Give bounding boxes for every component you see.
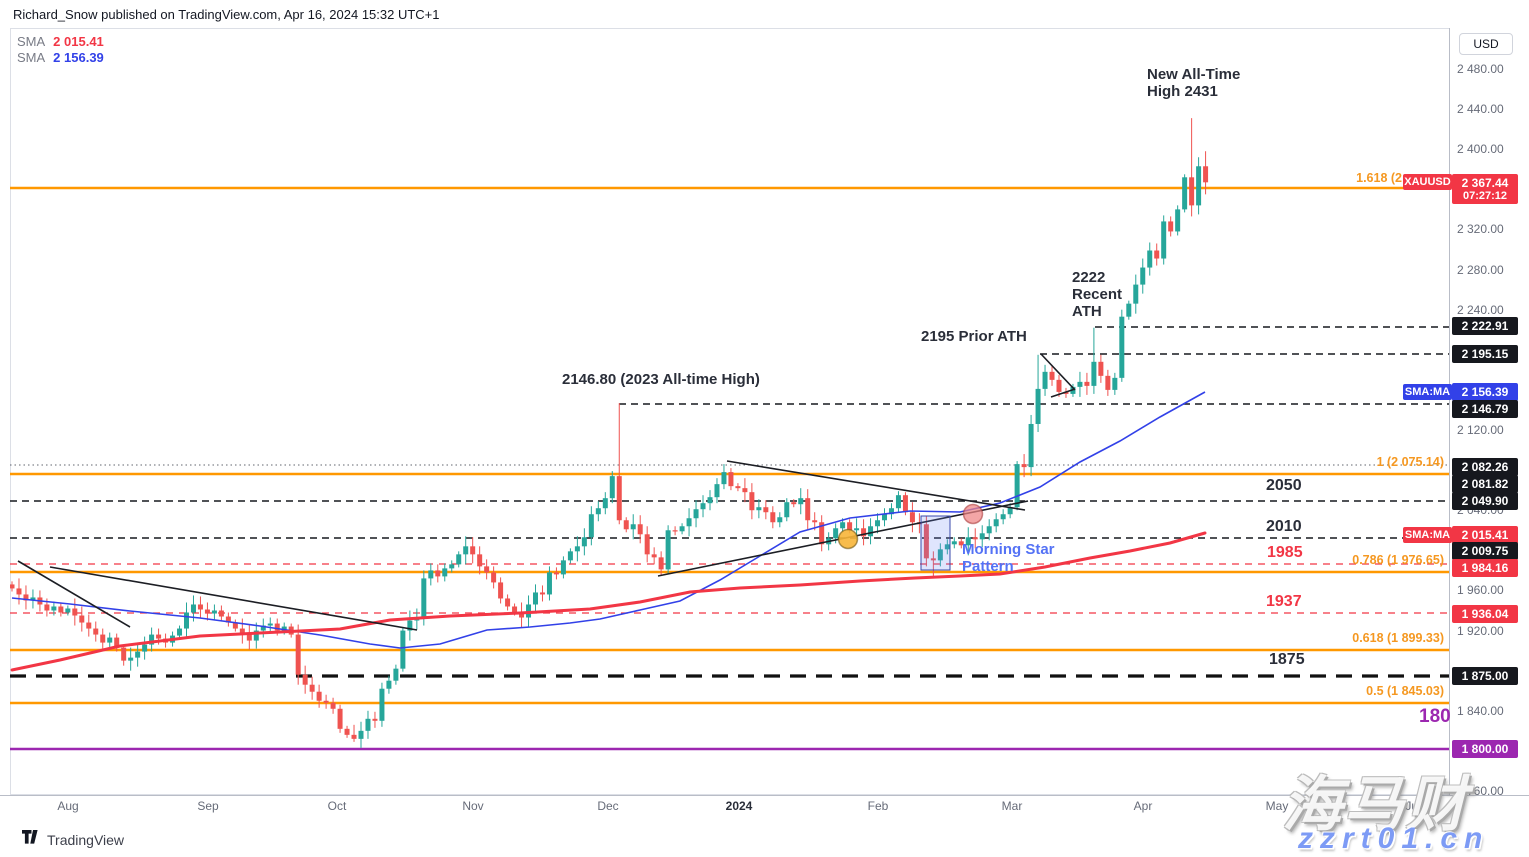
morning-star-box [920, 515, 951, 571]
fib-level-label: 0.5 (1 845.03) [1366, 684, 1444, 698]
price-tick: 2 240.00 [1457, 302, 1504, 317]
sma1-label: SMA [17, 34, 46, 49]
price-badge: 2 367.44 07:27:12 [1452, 174, 1518, 204]
level-1937-note: 1937 [1266, 593, 1302, 610]
highlight-circle-marker [962, 503, 984, 525]
level-2010-note: 2010 [1266, 518, 1302, 535]
price-tick: 2 280.00 [1457, 262, 1504, 277]
prior-ath-note: 2195 Prior ATH [921, 328, 1027, 345]
horizontal-levels [10, 186, 1449, 751]
price-badge: 2 015.41 [1452, 526, 1518, 544]
time-axis-label: Jun [1405, 799, 1425, 813]
price-tick: 2 320.00 [1457, 222, 1504, 237]
price-tick: 2 480.00 [1457, 62, 1504, 76]
price-tick: 2 120.00 [1457, 423, 1504, 437]
watermark-url-text: zzrt01.cn [1298, 822, 1490, 855]
price-tick: 1 960.00 [1457, 583, 1504, 598]
tradingview-logo-icon [22, 830, 41, 849]
countdown-timer: 07:27:12 [1462, 190, 1508, 202]
sma2-value: 2 156.39 [53, 50, 104, 65]
time-axis-label: Mar [1001, 799, 1023, 813]
currency-toggle-button[interactable]: USD [1459, 33, 1513, 55]
chart-pane-border [10, 28, 1449, 795]
level-2050-note: 2050 [1266, 477, 1302, 494]
fib-level-label: 0.618 (1 899.33) [1352, 631, 1444, 645]
price-tick: 1 760.00 [1457, 784, 1504, 798]
level-1875-note: 1875 [1269, 651, 1305, 668]
price-chart[interactable] [10, 28, 1449, 795]
price-badge: 2 156.39 [1452, 383, 1518, 401]
price-badge: 2 049.90 [1452, 492, 1518, 510]
time-axis-label: Oct [327, 799, 347, 813]
level-1985-note: 1985 [1267, 544, 1303, 561]
sma-legend-row[interactable]: SMA 2 015.41 [17, 34, 104, 50]
price-badge: 2 222.91 [1452, 317, 1518, 335]
indicator-legend: SMA 2 015.41 SMA 2 156.39 [17, 34, 104, 66]
price-badge: 2 146.79 [1452, 400, 1518, 418]
sma1-value: 2 015.41 [53, 34, 104, 49]
trendlines [17, 353, 1076, 631]
price-badge: 2 009.75 [1452, 542, 1518, 560]
fib-level-label: 0.786 (1 976.65) [1352, 553, 1444, 567]
time-axis-separator [0, 795, 1529, 796]
time-axis-label: May [1265, 799, 1289, 813]
tradingview-brand-label: TradingView [47, 831, 125, 848]
price-tick: 2 400.00 [1457, 142, 1504, 157]
price-badge: 1 984.16 [1452, 559, 1518, 577]
sma-legend-row[interactable]: SMA 2 156.39 [17, 50, 104, 66]
sma-axis-badge: SMA:MA [1403, 384, 1452, 400]
sma-blue-line [11, 391, 1206, 649]
price-badge: 2 082.26 [1452, 458, 1518, 476]
candlestick-series [10, 118, 1209, 748]
time-axis-label: Feb [867, 799, 889, 813]
price-badge: 1 875.00 [1452, 667, 1518, 685]
tradingview-footer[interactable]: TradingView [22, 830, 124, 849]
fib-level-label: 1 (2 075.14) [1376, 455, 1444, 469]
watermark-chinese-text: 海马财经 [1282, 771, 1468, 838]
recent-ath-note: 2222 Recent ATH [1072, 269, 1123, 320]
morning-star-note: Morning Star Pattern [962, 541, 1055, 575]
sma2-label: SMA [17, 50, 46, 65]
time-axis-label: Apr [1133, 799, 1153, 813]
time-axis-label: 2024 [725, 799, 753, 813]
new-ath-note: New All-Time High 2431 [1147, 66, 1241, 100]
time-axis-label: Dec [597, 799, 619, 813]
symbol-badge: XAUUSD [1403, 174, 1452, 190]
price-badge: 1 936.04 [1452, 605, 1518, 623]
level-1800-note: 180 [1419, 706, 1451, 727]
highlight-circle-marker [837, 528, 859, 550]
price-tick: 1 840.00 [1457, 703, 1504, 718]
price-badge: 2 081.82 [1452, 475, 1518, 493]
sma-axis-badge: SMA:MA [1403, 527, 1452, 543]
time-axis-label: Aug [57, 799, 79, 813]
publish-attribution: Richard_Snow published on TradingView.co… [13, 7, 440, 22]
price-tick: 1 920.00 [1457, 623, 1504, 638]
price-tick: 2 440.00 [1457, 102, 1504, 117]
time-axis-label: Nov [462, 799, 484, 813]
sma-red-line [10, 531, 1207, 672]
price-badge: 1 800.00 [1452, 740, 1518, 758]
ath-2023-note: 2146.80 (2023 All-time High) [562, 371, 760, 388]
price-badge: 2 195.15 [1452, 345, 1518, 363]
time-axis-label: Sep [197, 799, 219, 813]
fib-level-label: 1.618 (2 [1356, 171, 1402, 185]
